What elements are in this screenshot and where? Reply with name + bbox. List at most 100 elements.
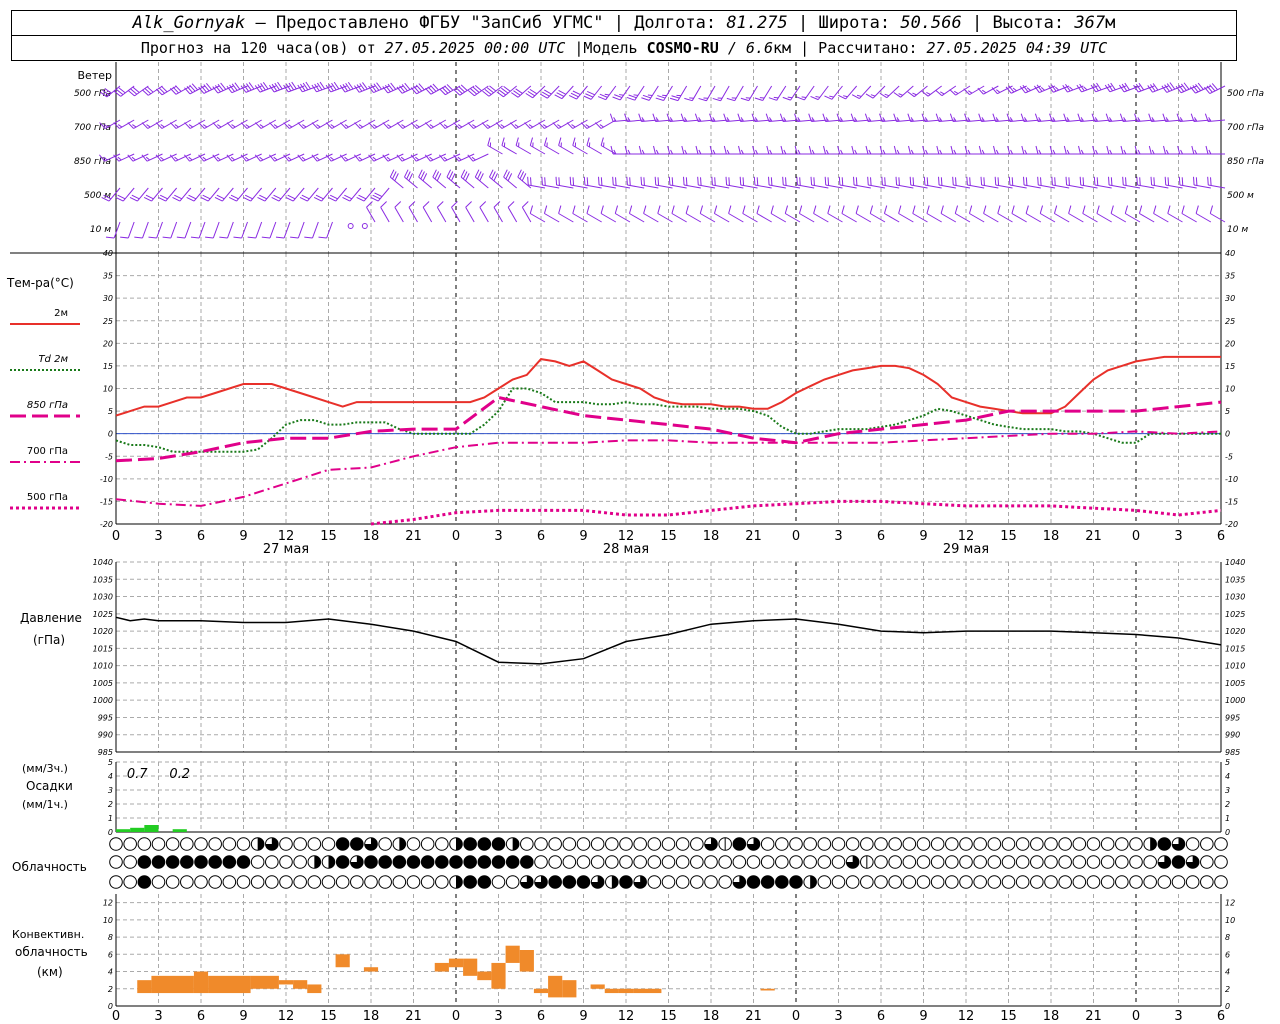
wind-barb bbox=[1068, 213, 1084, 223]
wind-feather bbox=[394, 201, 402, 208]
wind-feather bbox=[162, 236, 171, 239]
wind-feather bbox=[198, 86, 205, 94]
wind-feather bbox=[780, 145, 784, 155]
wind-feather bbox=[798, 205, 803, 214]
wind-feather bbox=[358, 156, 363, 161]
wind-feather bbox=[1049, 145, 1053, 155]
wind-feather bbox=[104, 87, 112, 94]
wind-feather bbox=[940, 205, 944, 214]
wind-feather bbox=[879, 145, 883, 155]
cloud-fill bbox=[733, 875, 746, 889]
wind-feather bbox=[967, 117, 971, 122]
cloud-circle bbox=[109, 837, 123, 851]
wind-feather bbox=[443, 124, 449, 128]
wind-feather bbox=[754, 97, 763, 101]
wind-feather bbox=[453, 89, 461, 96]
wind-feather bbox=[864, 113, 869, 122]
wind-feather bbox=[287, 194, 296, 200]
wind-feather bbox=[712, 117, 716, 122]
wind-feather bbox=[949, 89, 957, 96]
cloud-circle bbox=[165, 837, 180, 851]
wind-feather bbox=[600, 205, 604, 214]
wind-barb bbox=[700, 213, 716, 223]
conv-x-tick: 15 bbox=[1000, 1009, 1017, 1024]
wind-feather bbox=[443, 156, 448, 161]
wind-feather bbox=[1048, 85, 1054, 93]
wind-feather bbox=[368, 122, 375, 129]
wind-feather bbox=[353, 85, 360, 93]
wind-barb bbox=[507, 207, 518, 223]
wind-feather bbox=[217, 124, 222, 128]
wind-feather bbox=[415, 156, 420, 161]
wind-feather bbox=[205, 83, 213, 90]
cloud-circle bbox=[973, 855, 987, 869]
wind-feather bbox=[670, 149, 674, 155]
cloud-circle bbox=[845, 837, 860, 851]
wind-barb bbox=[671, 213, 687, 223]
wind-feather bbox=[446, 84, 454, 91]
wind-feather bbox=[190, 236, 200, 239]
wind-feather bbox=[983, 177, 985, 186]
wind-feather bbox=[655, 117, 659, 122]
wind-feather bbox=[113, 122, 120, 129]
temp-title: Тем-ра(°С) bbox=[6, 276, 74, 290]
cloud-fill bbox=[810, 875, 817, 889]
wind-barb bbox=[113, 221, 121, 239]
wind-feather bbox=[1209, 205, 1214, 214]
wind-feather bbox=[586, 137, 590, 146]
wind-feather bbox=[1026, 87, 1031, 91]
wind-feather bbox=[541, 91, 550, 97]
wind-feather bbox=[769, 149, 773, 155]
wind-feather bbox=[811, 149, 815, 155]
wind-feather bbox=[737, 113, 742, 122]
wind-feather bbox=[694, 113, 699, 122]
wind-feather bbox=[543, 89, 552, 95]
wind-feather bbox=[1183, 82, 1190, 90]
wind-feather bbox=[1024, 149, 1028, 155]
conv-x-tick: 9 bbox=[579, 1009, 587, 1024]
cloud-circle bbox=[633, 855, 647, 869]
wind-feather bbox=[1033, 85, 1040, 93]
wind-feather bbox=[810, 95, 819, 101]
wind-feather bbox=[314, 83, 320, 92]
wind-feather bbox=[1040, 87, 1045, 91]
wind-feather bbox=[829, 95, 834, 98]
cloud-circle bbox=[109, 875, 123, 889]
wind-feather bbox=[507, 201, 515, 208]
cloud-circle bbox=[902, 875, 917, 889]
wind-feather bbox=[1010, 149, 1014, 155]
temp-x-tick: 21 bbox=[405, 529, 422, 544]
conv-left-tick: 4 bbox=[108, 968, 113, 977]
wind-feather bbox=[313, 196, 322, 202]
conv-bar bbox=[293, 980, 308, 989]
model-label: |Модель bbox=[565, 39, 647, 57]
cloud-circle bbox=[123, 837, 137, 851]
wind-feather bbox=[103, 194, 112, 200]
wind-feather bbox=[570, 92, 579, 98]
wind-feather bbox=[619, 94, 624, 96]
temp-left-tick: 5 bbox=[108, 407, 113, 416]
conv-left-tick: 6 bbox=[108, 950, 113, 959]
wind-feather bbox=[1096, 177, 1099, 186]
wind-feather bbox=[441, 87, 449, 94]
wind-feather bbox=[328, 196, 336, 202]
wind-feather bbox=[219, 236, 228, 239]
wind-feather bbox=[99, 154, 105, 162]
temp-x-tick: 9 bbox=[919, 529, 927, 544]
wind-barb bbox=[969, 213, 985, 223]
conv-bar bbox=[307, 984, 322, 994]
wind-feather bbox=[572, 205, 576, 214]
cloud-circle bbox=[803, 855, 817, 869]
temp-x-tick: 6 bbox=[537, 529, 545, 544]
conv-x-tick: 15 bbox=[320, 1009, 337, 1024]
wind-feather bbox=[926, 91, 931, 95]
wind-feather bbox=[568, 94, 577, 100]
wind-feather bbox=[627, 149, 631, 155]
cloud-circle bbox=[888, 875, 902, 889]
cloud-circle bbox=[1100, 837, 1115, 851]
wind-feather bbox=[458, 86, 466, 93]
wind-feather bbox=[1092, 145, 1096, 155]
wind-feather bbox=[255, 122, 262, 129]
wind-feather bbox=[184, 87, 191, 95]
cloud-circle bbox=[435, 855, 449, 869]
